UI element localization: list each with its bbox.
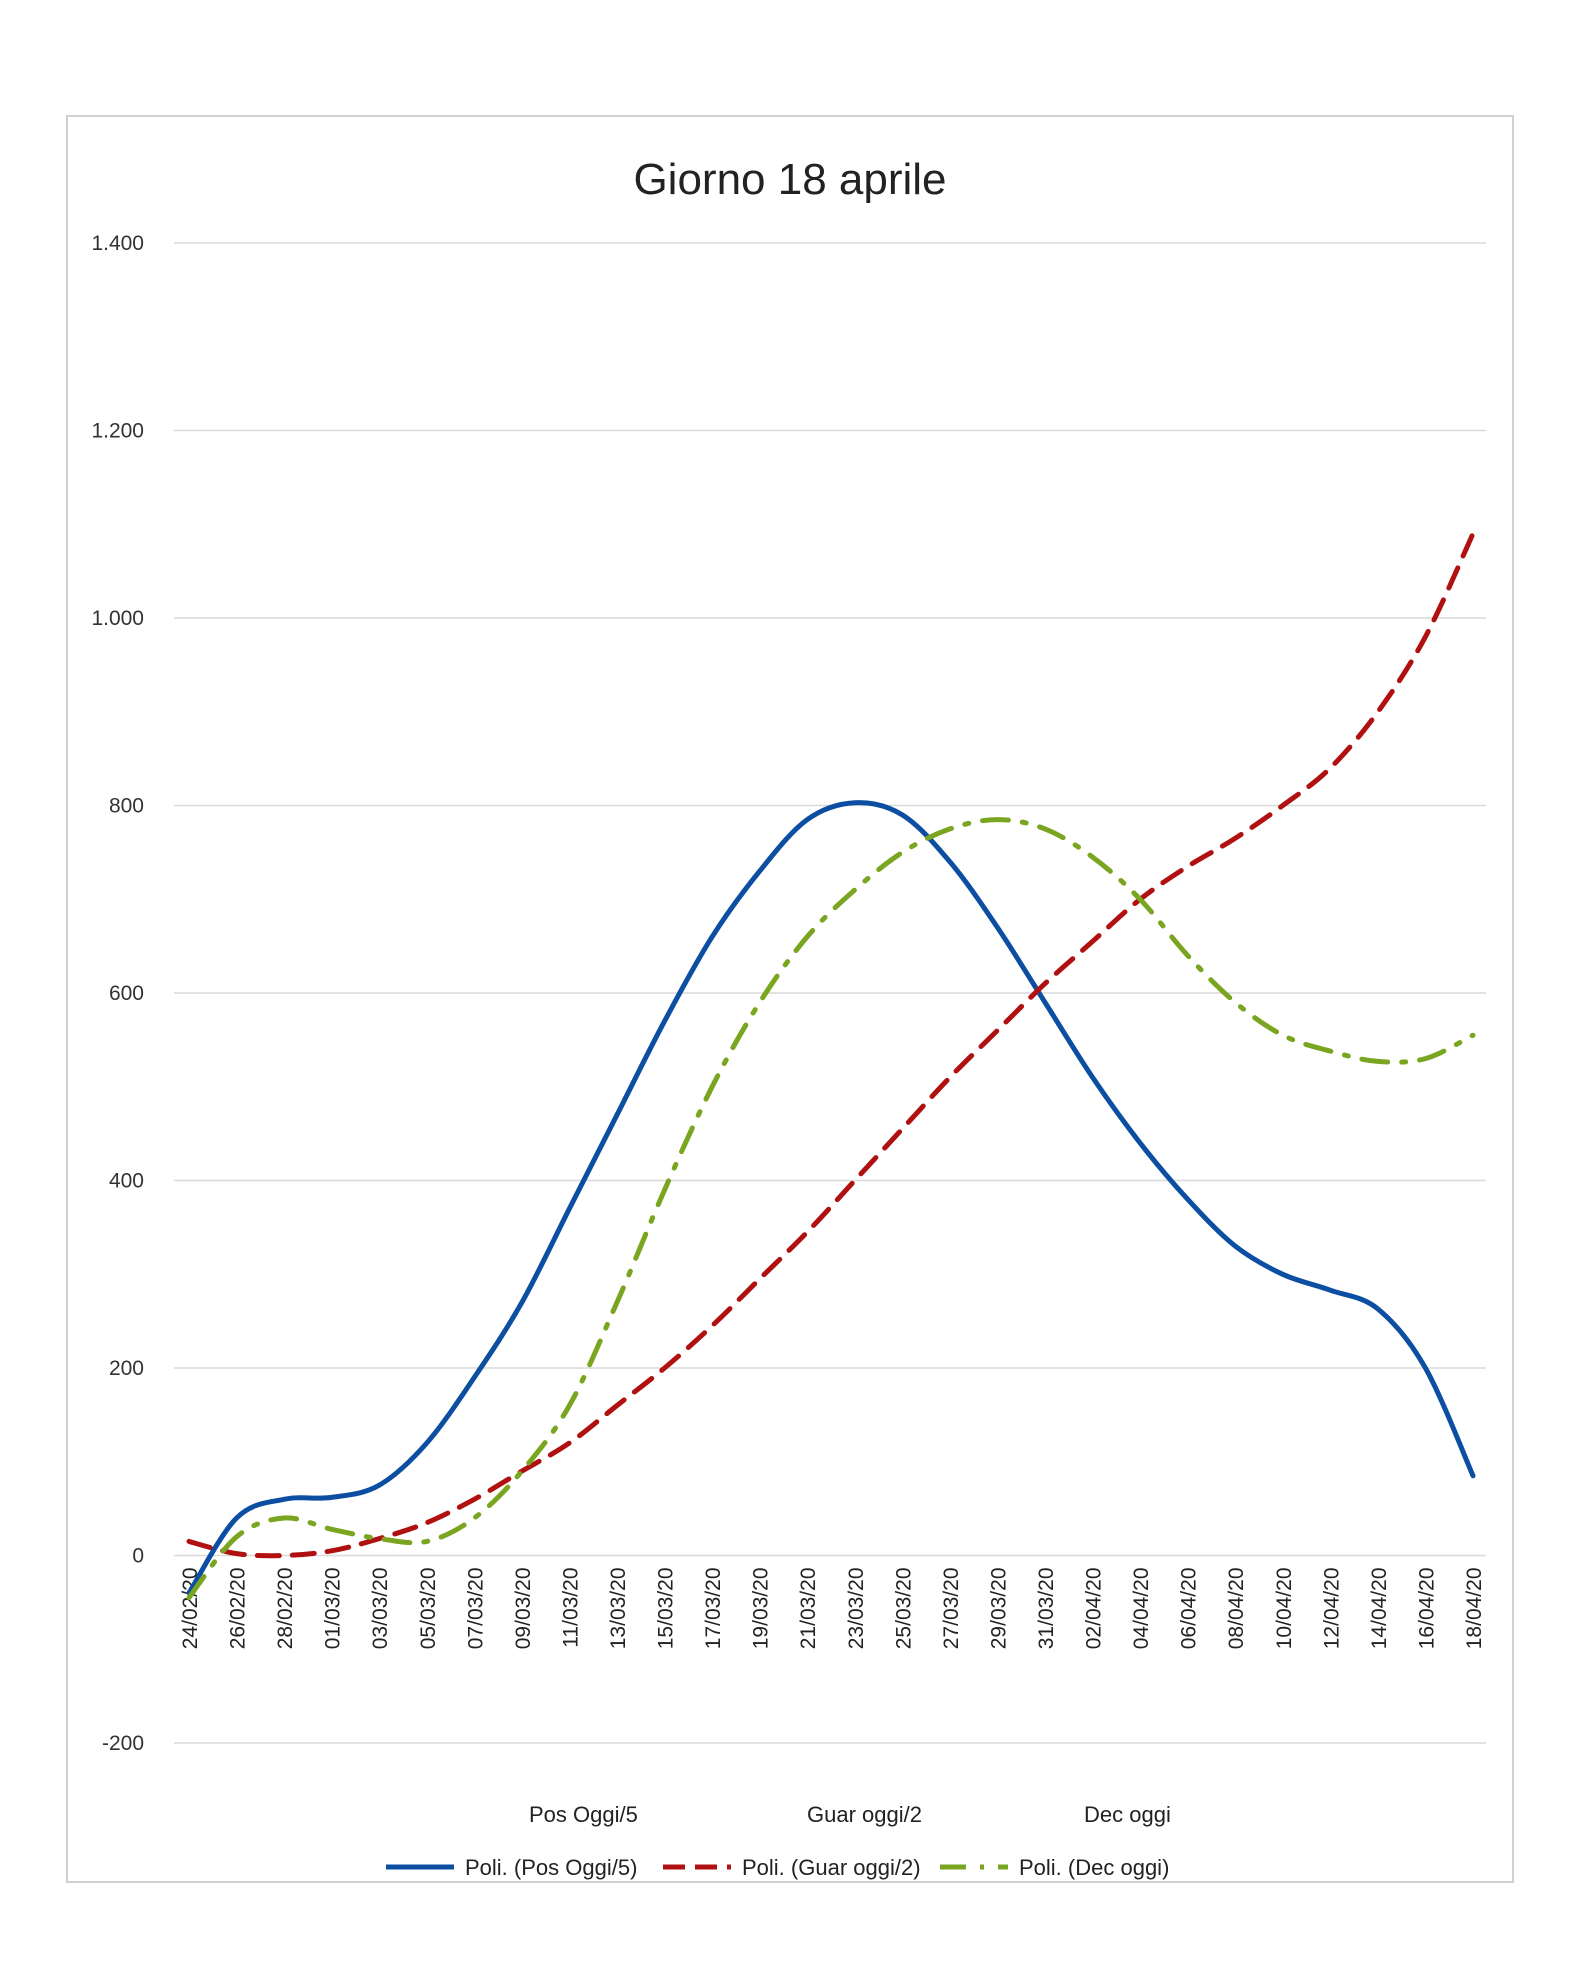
legend-name-label: Dec oggi bbox=[1084, 1802, 1171, 1827]
x-tick-label: 13/03/20 bbox=[607, 1568, 630, 1650]
y-tick-label: 1.000 bbox=[91, 607, 144, 630]
x-tick-label: 25/03/20 bbox=[892, 1568, 915, 1650]
legend-entry-label: Poli. (Pos Oggi/5) bbox=[465, 1855, 637, 1880]
legend-entry-label: Poli. (Dec oggi) bbox=[1019, 1855, 1169, 1880]
x-tick-label: 16/04/20 bbox=[1415, 1568, 1438, 1650]
x-tick-label: 19/03/20 bbox=[750, 1568, 773, 1650]
x-tick-label: 23/03/20 bbox=[845, 1568, 868, 1650]
x-tick-label: 31/03/20 bbox=[1035, 1568, 1058, 1650]
y-tick-label: 400 bbox=[109, 1170, 144, 1193]
legend-name-label: Pos Oggi/5 bbox=[529, 1802, 638, 1827]
x-axis-ticks: 24/02/20 26/02/20 28/02/20 01/03/20 03/03/20… bbox=[179, 1568, 1486, 1650]
chart-svg: Giorno 18 aprile -200 0 200 400 600 800 1.000 1… bbox=[91, 155, 1486, 1880]
legend-entry-label: Poli. (Guar oggi/2) bbox=[742, 1855, 921, 1880]
x-tick-label: 01/03/20 bbox=[322, 1568, 345, 1650]
x-tick-label: 29/03/20 bbox=[987, 1568, 1010, 1650]
chart-frame: Giorno 18 aprile -200 0 200 400 600 800 1.000 1… bbox=[66, 115, 1514, 1883]
y-tick-label: 800 bbox=[109, 795, 144, 818]
x-tick-label: 09/03/20 bbox=[512, 1568, 535, 1650]
y-axis-ticks: -200 0 200 400 600 800 1.000 1.200 1.400 bbox=[91, 232, 144, 1755]
series-layer bbox=[186, 531, 1476, 1601]
series-line-poli-guar-oggi-2 bbox=[186, 531, 1476, 1559]
legend: Pos Oggi/5 Guar oggi/2 Dec oggi Poli. (Pos … bbox=[386, 1802, 1171, 1880]
x-tick-label: 26/02/20 bbox=[227, 1568, 250, 1650]
y-tick-label: 200 bbox=[109, 1357, 144, 1380]
x-tick-label: 05/03/20 bbox=[417, 1568, 440, 1650]
x-tick-label: 15/03/20 bbox=[655, 1568, 678, 1650]
y-tick-label: 0 bbox=[132, 1545, 144, 1568]
series-line-poli-pos-oggi-5 bbox=[186, 800, 1476, 1596]
x-tick-label: 17/03/20 bbox=[702, 1568, 725, 1650]
y-tick-label: 600 bbox=[109, 982, 144, 1005]
grid-layer bbox=[174, 242, 1486, 1744]
x-tick-label: 27/03/20 bbox=[940, 1568, 963, 1650]
y-tick-label: -200 bbox=[102, 1732, 144, 1755]
x-tick-label: 03/03/20 bbox=[369, 1568, 392, 1650]
x-tick-label: 02/04/20 bbox=[1083, 1568, 1106, 1650]
chart-title: Giorno 18 aprile bbox=[633, 155, 946, 204]
y-tick-label: 1.200 bbox=[91, 420, 144, 443]
x-tick-label: 06/04/20 bbox=[1178, 1568, 1201, 1650]
y-tick-label: 1.400 bbox=[91, 232, 144, 255]
x-tick-label: 10/04/20 bbox=[1273, 1568, 1296, 1650]
x-tick-label: 12/04/20 bbox=[1320, 1568, 1343, 1650]
x-tick-label: 11/03/20 bbox=[559, 1568, 582, 1648]
x-tick-label: 14/04/20 bbox=[1368, 1568, 1391, 1650]
x-tick-label: 21/03/20 bbox=[797, 1568, 820, 1650]
series-line-poli-dec-oggi bbox=[186, 817, 1476, 1601]
legend-name-label: Guar oggi/2 bbox=[807, 1802, 922, 1827]
x-tick-label: 04/04/20 bbox=[1130, 1568, 1153, 1650]
x-tick-label: 07/03/20 bbox=[464, 1568, 487, 1650]
x-tick-label: 18/04/20 bbox=[1463, 1568, 1486, 1650]
x-tick-label: 08/04/20 bbox=[1225, 1568, 1248, 1650]
x-tick-label: 28/02/20 bbox=[274, 1568, 297, 1650]
